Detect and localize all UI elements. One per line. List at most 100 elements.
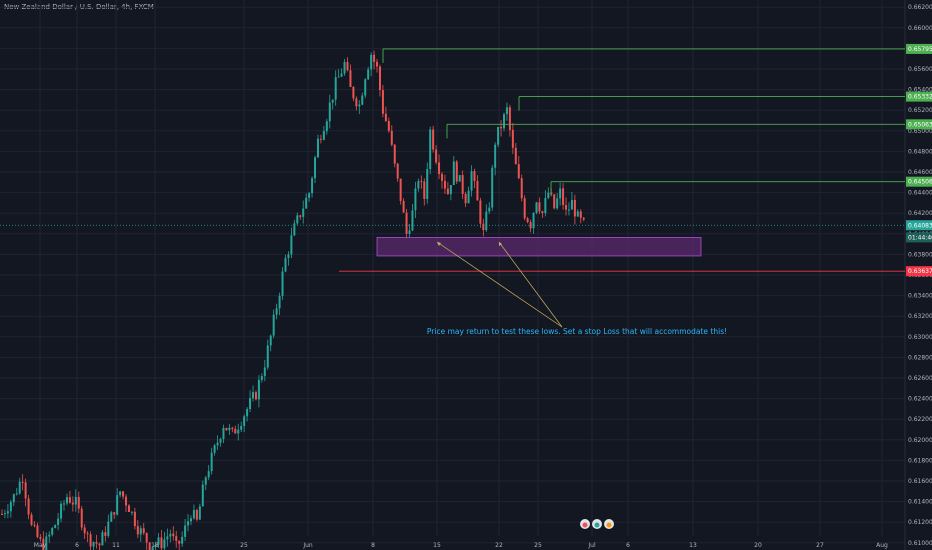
candle-body (252, 392, 255, 399)
price-label-text: 0.65795 (908, 46, 932, 53)
price-label-badge (906, 91, 932, 102)
candle-body (393, 144, 396, 164)
candle-body (237, 429, 240, 434)
candle-body (125, 496, 128, 506)
price-label-text: 01:44:40 (908, 234, 932, 241)
candle-body (110, 512, 113, 522)
candle-body (497, 126, 500, 145)
candle-body (98, 543, 101, 546)
candle-body (249, 398, 252, 410)
candle-body (461, 175, 464, 194)
candle-body (384, 113, 387, 122)
candle-body (520, 178, 523, 199)
candle-body (257, 379, 260, 400)
price-tick-label: 0.63400 (908, 293, 932, 300)
candle-body (449, 185, 452, 195)
candle-body (272, 314, 275, 336)
candle-body (355, 98, 358, 107)
candle-body (517, 164, 520, 179)
candle-body (127, 505, 130, 512)
time-tick-label: 27 (816, 542, 824, 549)
candle-body (334, 77, 337, 100)
candle-body (299, 215, 302, 217)
grid (0, 0, 906, 550)
price-label-badge (906, 220, 932, 231)
candle-body (269, 335, 272, 346)
time-tick-label: 25 (534, 542, 542, 549)
price-label-badge (906, 176, 932, 187)
candle-body (157, 537, 160, 545)
candle-body (21, 481, 24, 483)
candle-body (538, 202, 541, 212)
candle-body (225, 427, 228, 431)
candle-body (440, 174, 443, 181)
candle-body (488, 207, 491, 212)
time-tick-label: 15 (433, 542, 441, 549)
candle-body (387, 121, 390, 131)
reaction-icon-dot (582, 522, 588, 528)
candle-body (68, 497, 71, 503)
candle-body (458, 175, 461, 182)
candle-body (63, 503, 66, 505)
candle-body (420, 181, 423, 183)
price-axis: 0.662000.660000.658000.656000.654000.652… (906, 4, 932, 547)
candle-body (216, 442, 219, 446)
candle-body (65, 497, 68, 504)
candle-body (234, 428, 237, 434)
candle-body (9, 502, 12, 512)
time-tick-label: Jul (587, 542, 596, 549)
candle-body (195, 509, 198, 520)
candle-body (27, 498, 30, 515)
price-tick-label: 0.63000 (908, 334, 932, 341)
price-tick-label: 0.61400 (908, 499, 932, 506)
candle-body (562, 188, 565, 205)
candle-body (523, 198, 526, 219)
candle-body (169, 533, 172, 537)
candle-body (565, 204, 568, 210)
candle-body (136, 526, 139, 535)
candles (1, 50, 585, 550)
candle-body (576, 211, 579, 217)
candle-body (429, 129, 432, 170)
candle-body (92, 542, 95, 547)
arrow-head (499, 242, 502, 246)
price-label-badge (906, 43, 932, 54)
time-tick-label: 22 (495, 542, 503, 549)
candle-body (36, 525, 39, 537)
candle-body (346, 61, 349, 71)
candle-body (556, 198, 559, 209)
candle-body (201, 484, 204, 507)
price-label-text: 0.65063 (908, 121, 932, 128)
candle-body (122, 491, 125, 497)
candle-body (296, 215, 299, 224)
price-tick-label: 0.62600 (908, 375, 932, 382)
time-tick-label: 13 (689, 542, 697, 549)
candle-body (107, 521, 110, 536)
candle-body (364, 79, 367, 96)
candle-body (213, 445, 216, 453)
candle-body (33, 524, 36, 526)
candle-body (219, 438, 222, 443)
reaction-icon-dot (606, 522, 612, 528)
candle-body (181, 536, 184, 544)
candle-body (473, 171, 476, 181)
candle-body (3, 513, 6, 515)
candle-body (308, 193, 311, 198)
footer-icons (580, 519, 614, 529)
candle-body (381, 90, 384, 114)
candle-body (322, 131, 325, 140)
price-tick-label: 0.63800 (908, 251, 932, 258)
time-tick-label: 11 (112, 542, 120, 549)
candle-body (228, 427, 231, 431)
candle-body (579, 211, 582, 218)
candle-body (446, 188, 449, 195)
candle-body (464, 193, 467, 204)
candle-body (6, 511, 9, 514)
candle-body (145, 532, 148, 543)
price-tick-label: 0.61800 (908, 457, 932, 464)
candle-body (467, 190, 470, 204)
candle-body (80, 508, 83, 528)
price-tick-label: 0.64800 (908, 148, 932, 155)
candle-body (414, 188, 417, 211)
